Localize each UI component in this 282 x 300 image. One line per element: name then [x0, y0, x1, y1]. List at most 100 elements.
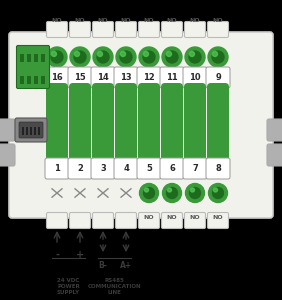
Text: NO: NO	[75, 19, 85, 23]
Circle shape	[168, 188, 171, 192]
FancyBboxPatch shape	[183, 158, 207, 179]
Bar	[34, 54, 38, 62]
FancyBboxPatch shape	[138, 83, 160, 164]
Text: NO: NO	[121, 19, 131, 23]
Circle shape	[212, 51, 224, 63]
FancyBboxPatch shape	[91, 158, 115, 179]
Text: NO: NO	[98, 19, 108, 23]
Text: 2: 2	[77, 164, 83, 173]
Circle shape	[52, 52, 56, 56]
FancyBboxPatch shape	[162, 22, 182, 38]
Text: 14: 14	[97, 73, 109, 82]
Circle shape	[186, 184, 204, 202]
Circle shape	[190, 188, 201, 199]
Circle shape	[98, 52, 102, 56]
Circle shape	[144, 188, 155, 199]
Circle shape	[70, 47, 90, 67]
FancyBboxPatch shape	[91, 67, 115, 88]
Circle shape	[74, 51, 86, 63]
Bar	[38, 127, 39, 135]
FancyBboxPatch shape	[15, 118, 47, 142]
Text: 24 VDC
POWER
SUPPLY: 24 VDC POWER SUPPLY	[57, 278, 80, 296]
FancyBboxPatch shape	[9, 32, 273, 218]
Text: RS485
COMMUNICATION
LINE: RS485 COMMUNICATION LINE	[88, 278, 141, 296]
FancyBboxPatch shape	[184, 83, 206, 164]
Circle shape	[166, 51, 178, 63]
Bar	[27, 76, 31, 84]
FancyBboxPatch shape	[19, 122, 43, 138]
Circle shape	[144, 188, 149, 192]
FancyBboxPatch shape	[207, 83, 229, 164]
Circle shape	[74, 52, 80, 56]
FancyBboxPatch shape	[115, 83, 137, 164]
Bar	[41, 76, 45, 84]
FancyBboxPatch shape	[183, 67, 207, 88]
FancyBboxPatch shape	[184, 22, 206, 38]
Circle shape	[213, 52, 217, 56]
Text: A+: A+	[120, 261, 132, 270]
FancyBboxPatch shape	[114, 158, 138, 179]
Text: B-: B-	[99, 261, 107, 270]
Text: 10: 10	[189, 73, 201, 82]
Text: NO: NO	[213, 19, 223, 23]
FancyBboxPatch shape	[138, 212, 160, 229]
Circle shape	[208, 47, 228, 67]
Circle shape	[191, 188, 195, 192]
FancyBboxPatch shape	[267, 119, 282, 141]
Bar	[21, 127, 23, 135]
Circle shape	[47, 184, 67, 202]
FancyBboxPatch shape	[160, 67, 184, 88]
FancyBboxPatch shape	[208, 22, 228, 38]
Bar	[34, 76, 38, 84]
FancyBboxPatch shape	[184, 212, 206, 229]
Bar	[27, 54, 31, 62]
FancyBboxPatch shape	[137, 158, 161, 179]
FancyBboxPatch shape	[138, 22, 160, 38]
Text: 11: 11	[166, 73, 178, 82]
FancyBboxPatch shape	[68, 67, 92, 88]
Text: 6: 6	[169, 164, 175, 173]
Text: NO: NO	[167, 215, 177, 220]
Text: NO: NO	[52, 19, 62, 23]
Circle shape	[143, 51, 155, 63]
FancyBboxPatch shape	[160, 158, 184, 179]
FancyBboxPatch shape	[92, 212, 113, 229]
Text: 8: 8	[215, 164, 221, 173]
Circle shape	[189, 51, 201, 63]
FancyBboxPatch shape	[114, 67, 138, 88]
Text: NO: NO	[144, 19, 154, 23]
FancyBboxPatch shape	[45, 67, 69, 88]
FancyBboxPatch shape	[68, 158, 92, 179]
FancyBboxPatch shape	[116, 22, 136, 38]
FancyBboxPatch shape	[46, 83, 68, 164]
Text: 9: 9	[215, 73, 221, 82]
Text: -: -	[55, 250, 59, 260]
FancyBboxPatch shape	[47, 22, 67, 38]
Text: +: +	[76, 250, 84, 260]
Text: 16: 16	[51, 73, 63, 82]
Text: 15: 15	[74, 73, 86, 82]
Circle shape	[93, 47, 113, 67]
Circle shape	[208, 184, 228, 202]
FancyBboxPatch shape	[0, 144, 15, 166]
Text: 5: 5	[146, 164, 152, 173]
Circle shape	[185, 47, 205, 67]
Text: 1: 1	[54, 164, 60, 173]
Circle shape	[120, 51, 132, 63]
Bar	[30, 127, 32, 135]
FancyBboxPatch shape	[47, 212, 67, 229]
Circle shape	[116, 47, 136, 67]
Text: NO: NO	[167, 19, 177, 23]
Text: 4: 4	[123, 164, 129, 173]
FancyBboxPatch shape	[69, 83, 91, 164]
FancyBboxPatch shape	[17, 46, 50, 88]
Bar	[25, 127, 28, 135]
Text: 12: 12	[143, 73, 155, 82]
Bar	[34, 127, 36, 135]
Circle shape	[190, 52, 195, 56]
Circle shape	[140, 184, 158, 202]
Circle shape	[116, 184, 135, 202]
FancyBboxPatch shape	[208, 212, 228, 229]
Bar	[20, 76, 24, 84]
Text: 3: 3	[100, 164, 106, 173]
